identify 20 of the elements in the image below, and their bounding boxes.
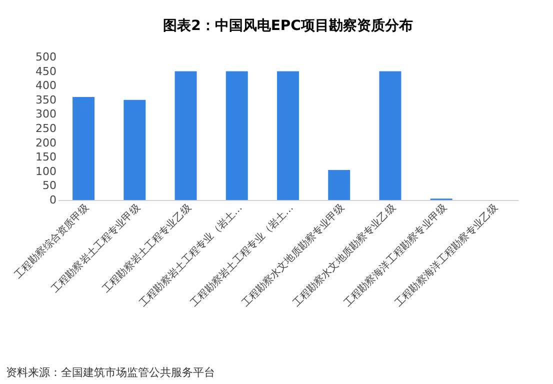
bar [174, 71, 197, 200]
bar [379, 71, 402, 200]
bar [72, 97, 95, 200]
bar [328, 170, 350, 200]
y-tick-label: 50 [42, 179, 56, 192]
text: 资料来源：全国建筑市场监管公共服务平台 [6, 366, 215, 379]
chart-title: 图表2：中国风电EPC项目勘察资质分布 [163, 17, 413, 34]
y-tick-label: 100 [36, 164, 56, 178]
bar [226, 71, 248, 200]
y-tick-label: 200 [36, 136, 56, 150]
y-tick-label: 150 [36, 150, 56, 164]
y-tick-label: 0 [50, 194, 56, 206]
bar [277, 71, 299, 200]
bar [124, 100, 146, 200]
y-tick-label: 350 [36, 93, 56, 106]
y-tick-label: 500 [36, 50, 56, 64]
y-tick-label: 300 [36, 108, 56, 121]
y-tick-label: 250 [36, 122, 56, 135]
y-tick-label: 400 [36, 79, 56, 92]
y-tick-label: 450 [36, 64, 56, 78]
